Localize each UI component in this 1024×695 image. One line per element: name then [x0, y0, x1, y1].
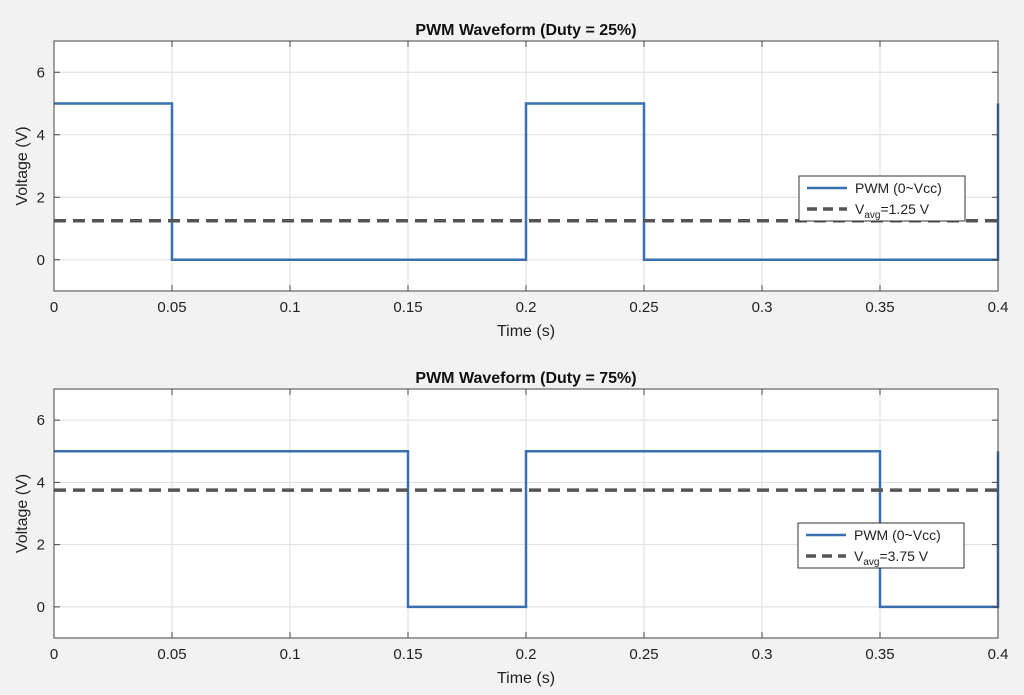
x-tick-label: 0.1 — [280, 299, 301, 316]
x-tick-label: 0.3 — [752, 299, 773, 316]
legend-box — [797, 522, 965, 569]
x-tick-label: 0.35 — [865, 646, 894, 663]
y-tick-label: 6 — [37, 64, 45, 81]
legend-prefix: V — [854, 548, 864, 564]
x-tick-label: 0.4 — [988, 299, 1009, 316]
legend-box — [798, 175, 966, 222]
x-tick-label: 0.4 — [988, 646, 1009, 663]
x-tick-label: 0.05 — [157, 299, 186, 316]
chart-panel-2: 0 0.05 0.1 0.15 0.2 0.25 0.3 0.35 0.4 0 2 4 6 PWM Wav… — [14, 370, 1008, 687]
legend: PWM (0~Vcc) Vavg=3.75 V — [797, 522, 965, 569]
x-tick-label: 0.35 — [865, 299, 894, 316]
legend-entry: Vavg=3.75 V — [854, 548, 929, 568]
chart-panel-1: 0 0.05 0.1 0.15 0.2 0.25 0.3 0.35 0.4 0 2 4 6 PWM Wav… — [14, 22, 1008, 340]
x-tick-label: 0.15 — [393, 646, 422, 663]
chart-title: PWM Waveform (Duty = 75%) — [415, 370, 636, 387]
legend-subscript: avg — [863, 557, 879, 568]
legend: PWM (0~Vcc) Vavg=1.25 V — [798, 175, 966, 222]
legend-name: =1.25 V — [880, 201, 929, 217]
x-tick-label: 0 — [50, 646, 58, 663]
legend-prefix: V — [855, 201, 865, 217]
legend-name: =3.75 V — [879, 548, 928, 564]
x-tick-label: 0.2 — [516, 299, 537, 316]
y-tick-label: 6 — [37, 412, 45, 429]
legend-entry: Vavg=1.25 V — [855, 201, 930, 221]
x-tick-label: 0.15 — [393, 299, 422, 316]
series-pwm-line — [54, 102, 1000, 261]
x-tick-label: 0.3 — [752, 646, 773, 663]
y-tick-label: 0 — [37, 599, 45, 616]
legend-entry: PWM (0~Vcc) — [855, 180, 942, 196]
x-tick-label: 0.05 — [157, 646, 186, 663]
x-tick-label: 0.25 — [629, 646, 658, 663]
x-tick-label: 0.1 — [280, 646, 301, 663]
y-tick-label: 4 — [37, 127, 45, 144]
y-axis-label: Voltage (V) — [14, 474, 31, 553]
y-axis-label: Voltage (V) — [14, 126, 31, 205]
y-tick-label: 2 — [37, 189, 45, 206]
x-tick-label: 0.25 — [629, 299, 658, 316]
legend-entry: PWM (0~Vcc) — [854, 527, 941, 543]
x-axis-label: Time (s) — [497, 670, 555, 687]
series-pwm-line — [54, 450, 1000, 609]
chart-title: PWM Waveform (Duty = 25%) — [415, 22, 636, 39]
x-axis-label: Time (s) — [497, 323, 555, 340]
y-tick-label: 2 — [37, 537, 45, 554]
x-tick-label: 0.2 — [516, 646, 537, 663]
y-tick-label: 0 — [37, 252, 45, 269]
x-tick-label: 0 — [50, 299, 58, 316]
legend-subscript: avg — [864, 210, 880, 221]
y-tick-label: 4 — [37, 474, 45, 491]
